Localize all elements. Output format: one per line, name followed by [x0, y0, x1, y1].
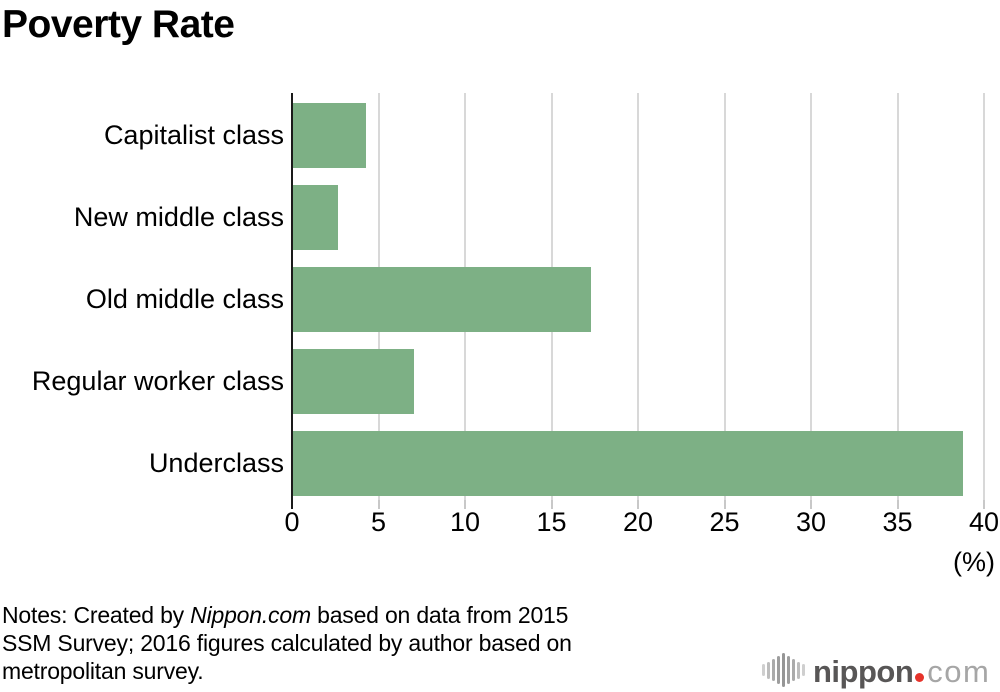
soundwave-bar: [792, 659, 795, 681]
bar-capitalist-class: [293, 102, 366, 168]
tick-mark-20: [637, 500, 639, 509]
gridline-25: [723, 93, 726, 500]
soundwave-bar: [762, 664, 765, 676]
tick-label-20: 20: [622, 507, 654, 537]
chart-title: Poverty Rate: [2, 3, 235, 46]
tick-label-10: 10: [449, 507, 481, 537]
soundwave-bar: [772, 659, 775, 681]
gridline-20: [637, 93, 639, 500]
category-label-old-middle-class: Old middle class: [85, 284, 284, 314]
logo-tld: com: [927, 654, 991, 689]
gridline-30: [810, 93, 812, 500]
tick-label-30: 30: [795, 507, 827, 537]
gridline-35: [896, 93, 899, 500]
tick-label-5: 5: [370, 507, 387, 537]
soundwave-bar: [782, 653, 785, 687]
x-axis-unit-label: (%): [953, 547, 995, 577]
category-label-new-middle-class: New middle class: [73, 202, 284, 232]
source-notes: Notes: Created by Nippon.com based on da…: [2, 601, 572, 685]
soundwave-logo-icon: [762, 650, 805, 690]
logo-red-dot: [915, 673, 925, 682]
nippon-logo: nippon com: [762, 650, 990, 690]
gridline-40: [983, 93, 985, 500]
logo-wordmark: nippon: [813, 654, 914, 689]
bar-underclass: [293, 430, 963, 496]
tick-label-0: 0: [284, 507, 300, 537]
soundwave-bar: [787, 656, 790, 684]
tick-mark-5: [377, 500, 380, 509]
category-label-capitalist-class: Capitalist class: [103, 120, 284, 150]
tick-mark-30: [810, 500, 812, 509]
tick-label-25: 25: [709, 507, 740, 537]
notes-line-2: SSM Survey; 2016 figures calculated by a…: [2, 630, 572, 656]
soundwave-bar: [802, 664, 805, 676]
tick-mark-10: [464, 500, 466, 509]
soundwave-bar: [777, 656, 780, 684]
tick-label-40: 40: [968, 507, 1000, 537]
tick-label-15: 15: [536, 507, 567, 537]
bar-regular-worker-class: [293, 348, 415, 414]
category-label-regular-worker-class: Regular worker class: [31, 366, 284, 396]
notes-line-1: Notes: Created by Nippon.com based on da…: [2, 602, 569, 628]
tick-label-35: 35: [882, 507, 913, 537]
category-label-underclass: Underclass: [148, 448, 284, 478]
soundwave-bar: [767, 661, 770, 679]
y-axis-line: [290, 93, 293, 509]
tick-mark-35: [896, 500, 899, 509]
soundwave-bar: [797, 661, 800, 679]
bar-old-middle-class: [293, 266, 591, 332]
tick-mark-40: [983, 500, 985, 509]
notes-line-3: metropolitan survey.: [2, 658, 204, 684]
tick-mark-15: [550, 500, 553, 509]
tick-mark-25: [723, 500, 726, 509]
bar-new-middle-class: [293, 184, 338, 250]
